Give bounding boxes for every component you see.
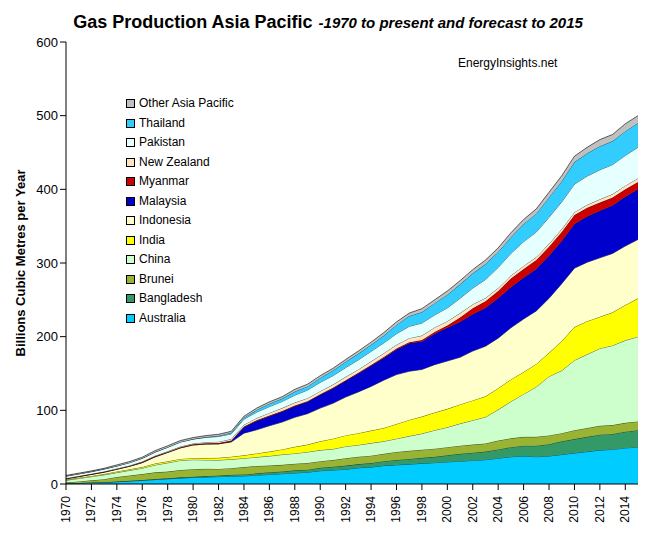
svg-text:1992: 1992 <box>339 496 353 523</box>
html-text:Australia: Australia <box>139 310 186 325</box>
html-text:Gas Production Asia Pacific -1: Gas Production Asia Pacific -1970 to pre… <box>73 12 583 32</box>
svg-text:1986: 1986 <box>262 496 276 523</box>
svg-text:2012: 2012 <box>593 496 607 523</box>
svg-text:1970: 1970 <box>59 496 73 523</box>
html-text:China: China <box>139 252 171 266</box>
html-text:Bangladesh: Bangladesh <box>139 291 203 305</box>
svg-text:1984: 1984 <box>237 496 251 523</box>
svg-text:600: 600 <box>36 35 58 50</box>
html-text:New Zealand: New Zealand <box>139 154 210 169</box>
svg-text:1996: 1996 <box>389 496 403 523</box>
svg-text:300: 300 <box>36 256 58 271</box>
html-text:Brunei: Brunei <box>139 271 174 286</box>
html-text:Myanmar: Myanmar <box>139 174 189 188</box>
svg-text:1974: 1974 <box>110 496 124 523</box>
svg-text:2002: 2002 <box>466 496 480 523</box>
svg-text:500: 500 <box>36 108 58 123</box>
svg-text:1972: 1972 <box>84 496 98 523</box>
svg-text:1978: 1978 <box>161 496 175 523</box>
svg-text:1982: 1982 <box>212 496 226 523</box>
svg-text:Billions Cubic Metres per Year: Billions Cubic Metres per Year <box>13 170 28 357</box>
svg-text:200: 200 <box>36 329 58 344</box>
svg-text:2008: 2008 <box>542 496 556 523</box>
svg-text:2014: 2014 <box>618 496 632 523</box>
svg-text:2004: 2004 <box>491 496 505 523</box>
html-text:Other Asia Pacific: Other Asia Pacific <box>139 96 234 110</box>
html-text:Malaysia: Malaysia <box>139 193 187 208</box>
svg-text:0: 0 <box>51 477 58 492</box>
svg-text:100: 100 <box>36 403 58 418</box>
svg-text:1980: 1980 <box>186 496 200 523</box>
svg-text:400: 400 <box>36 182 58 197</box>
svg-text:2000: 2000 <box>440 496 454 523</box>
svg-text:2010: 2010 <box>567 496 581 523</box>
html-text:Thailand: Thailand <box>139 115 185 130</box>
svg-text:1976: 1976 <box>135 496 149 523</box>
html-text:Indonesia: Indonesia <box>139 213 191 227</box>
svg-text:1988: 1988 <box>288 496 302 523</box>
svg-text:1994: 1994 <box>364 496 378 523</box>
html-text:EnergyInsights.net: EnergyInsights.net <box>458 56 558 70</box>
svg-text:1998: 1998 <box>415 496 429 523</box>
svg-text:1990: 1990 <box>313 496 327 523</box>
svg-text:2006: 2006 <box>517 496 531 523</box>
html-text:India: India <box>139 232 165 247</box>
html-text:Pakistan: Pakistan <box>139 135 185 149</box>
